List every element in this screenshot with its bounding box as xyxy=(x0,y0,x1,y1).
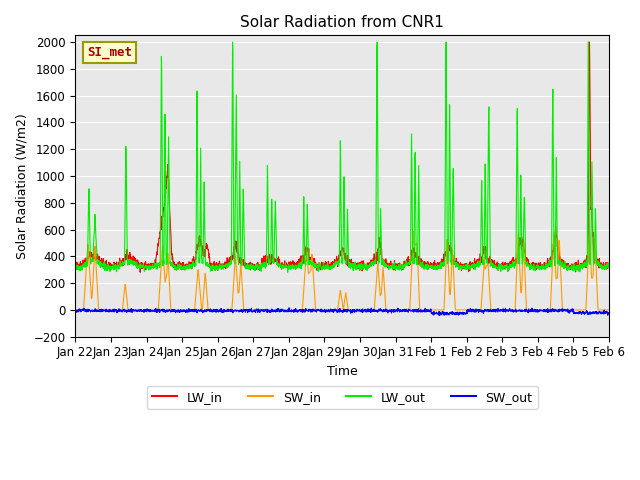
LW_in xyxy=(136,269,144,275)
LW_out xyxy=(220,264,228,270)
Text: SI_met: SI_met xyxy=(87,46,132,59)
LW_in xyxy=(558,257,566,263)
Legend: LW_in, SW_in, LW_out, SW_out: LW_in, SW_in, LW_out, SW_out xyxy=(147,386,538,409)
SW_out xyxy=(358,308,365,313)
SW_out xyxy=(369,306,377,312)
Line: SW_in: SW_in xyxy=(76,232,609,310)
SW_out xyxy=(605,311,613,317)
Y-axis label: Solar Radiation (W/m2): Solar Radiation (W/m2) xyxy=(15,113,28,259)
LW_out xyxy=(370,259,378,265)
SW_out xyxy=(72,307,79,312)
SW_in xyxy=(358,307,365,313)
LW_in xyxy=(369,255,377,261)
Title: Solar Radiation from CNR1: Solar Radiation from CNR1 xyxy=(240,15,444,30)
SW_out xyxy=(220,308,228,314)
LW_out xyxy=(498,265,506,271)
SW_in xyxy=(558,299,566,305)
LW_out xyxy=(573,267,581,273)
SW_in xyxy=(605,307,613,313)
SW_out xyxy=(573,310,581,315)
LW_out xyxy=(559,264,566,270)
SW_out xyxy=(498,308,506,313)
Line: LW_out: LW_out xyxy=(76,42,609,272)
LW_in xyxy=(605,262,613,267)
SW_in xyxy=(573,307,580,313)
LW_out xyxy=(228,39,236,45)
SW_out xyxy=(435,312,443,318)
Line: LW_in: LW_in xyxy=(76,42,609,272)
LW_in xyxy=(497,262,505,267)
LW_in xyxy=(573,264,580,270)
LW_out xyxy=(72,264,79,269)
LW_out xyxy=(358,266,365,272)
X-axis label: Time: Time xyxy=(327,365,358,378)
SW_in xyxy=(369,307,377,313)
SW_in xyxy=(410,229,417,235)
SW_out xyxy=(559,308,566,313)
LW_out xyxy=(605,264,613,270)
Line: SW_out: SW_out xyxy=(76,308,609,315)
LW_in xyxy=(72,262,79,268)
SW_in xyxy=(72,307,79,313)
SW_in xyxy=(497,307,505,313)
SW_out xyxy=(285,305,293,311)
LW_in xyxy=(586,39,593,45)
SW_in xyxy=(220,307,228,313)
LW_out xyxy=(284,269,292,275)
LW_in xyxy=(358,261,365,267)
LW_in xyxy=(221,260,228,266)
